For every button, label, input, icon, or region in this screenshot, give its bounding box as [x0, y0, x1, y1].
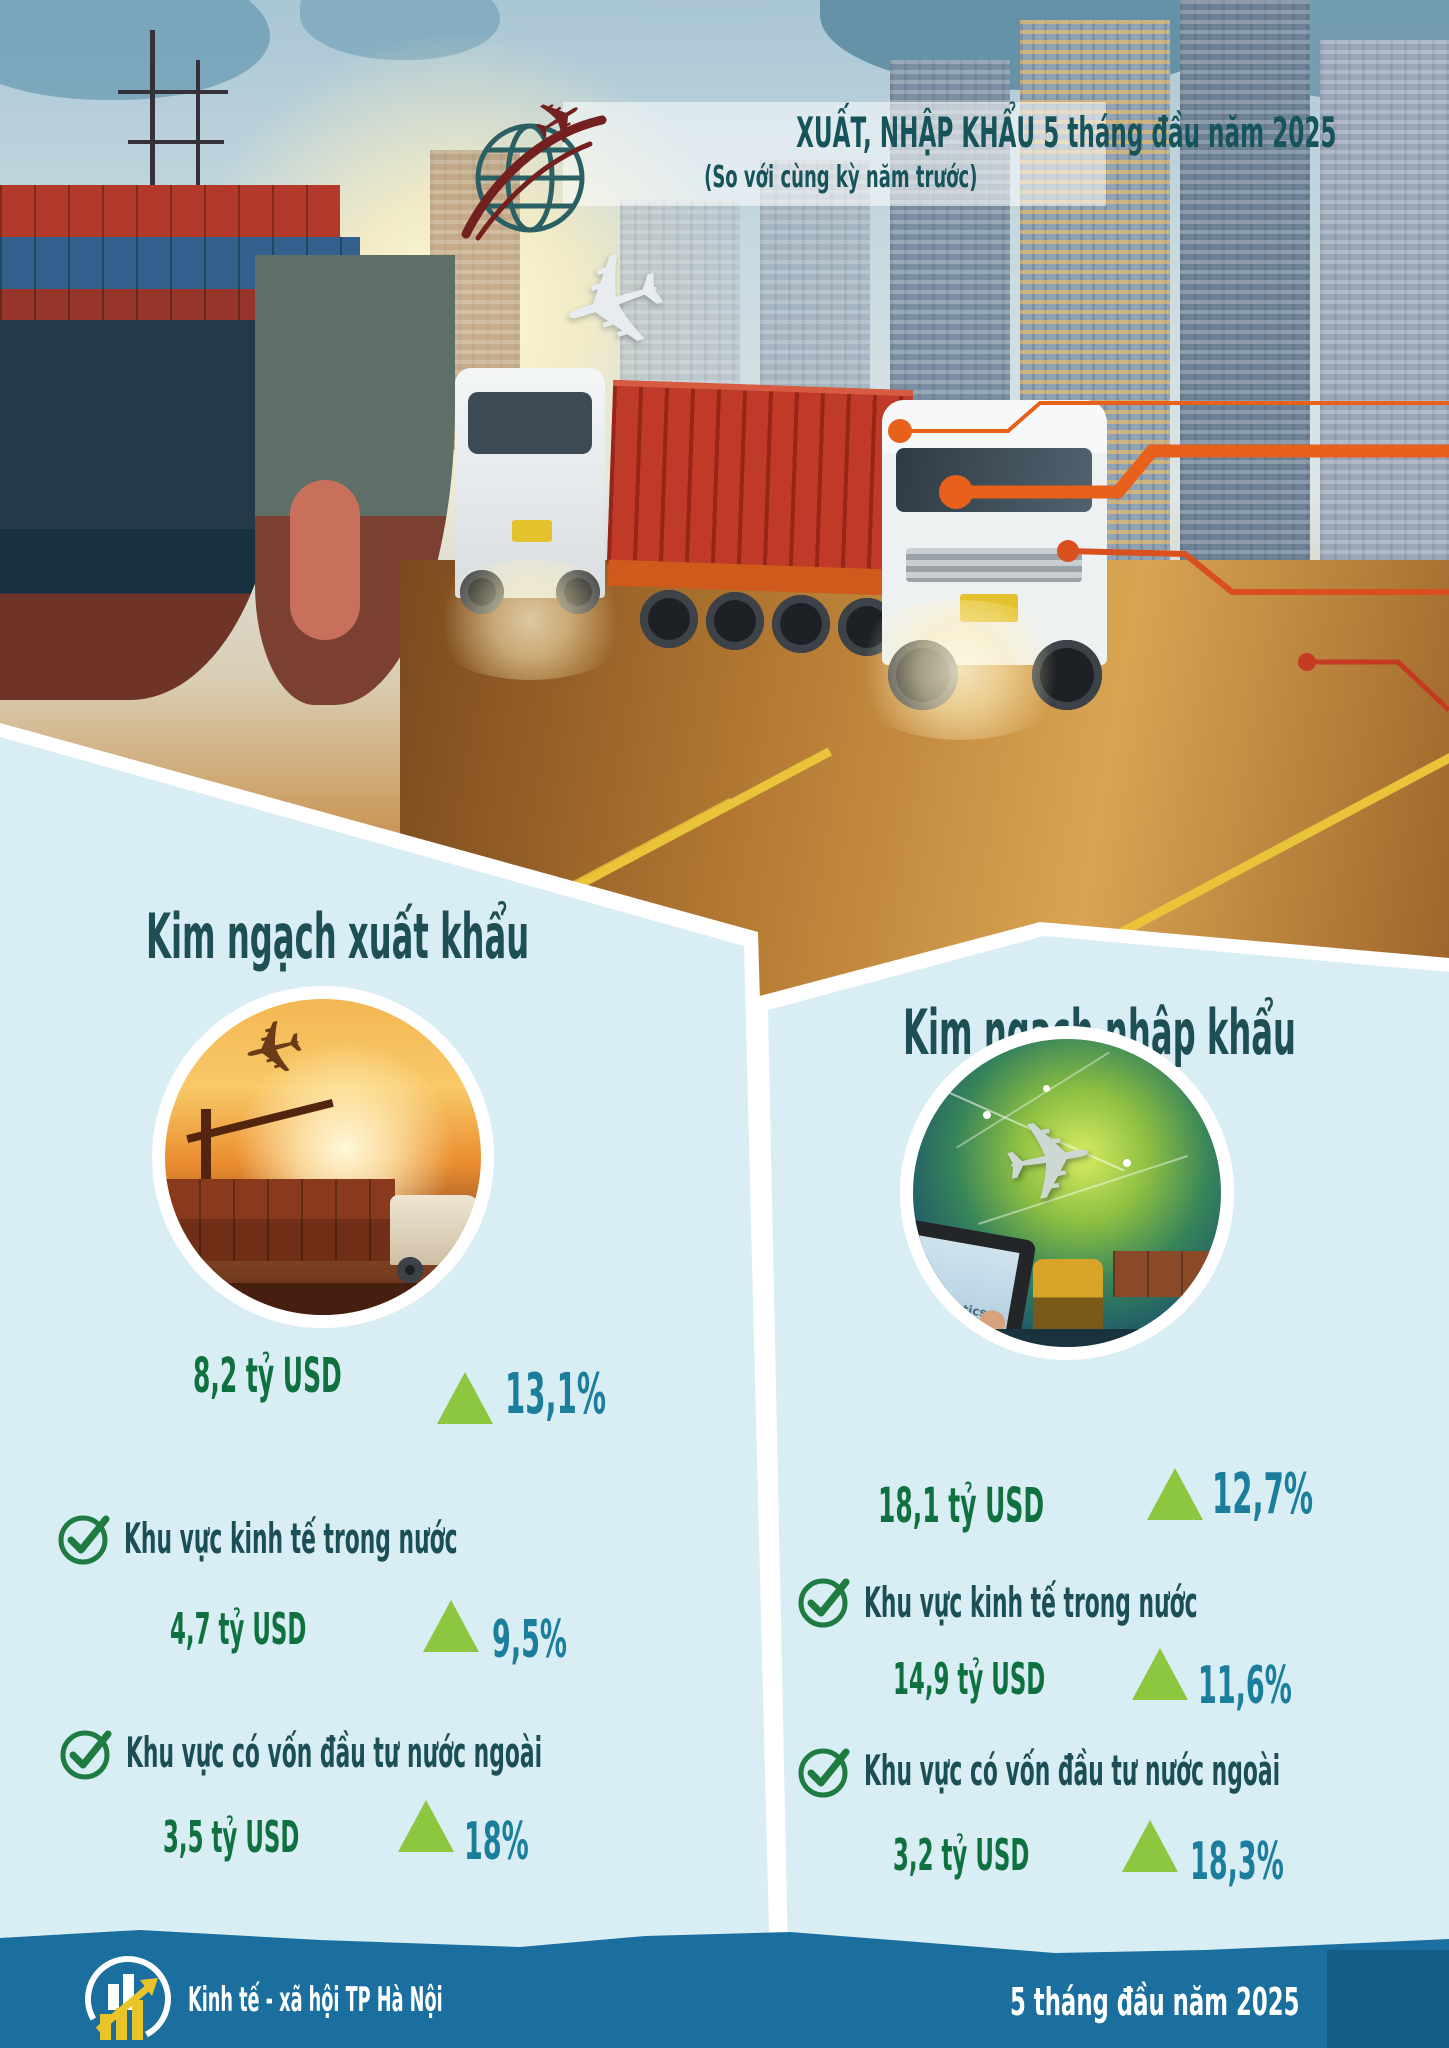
import-breakdown-label: Khu vực có vốn đầu tư nước ngoài	[864, 1746, 1281, 1795]
crane-tower	[201, 1109, 211, 1239]
footer-period: 5 tháng đầu năm 2025	[1010, 1980, 1300, 2024]
headlight-glow	[420, 560, 640, 680]
check-circle-icon	[60, 1730, 112, 1780]
export-breakdown-label: Khu vực có vốn đầu tư nước ngoài	[126, 1728, 543, 1777]
truck-wheel	[397, 1257, 423, 1283]
freight-train	[1033, 1259, 1103, 1329]
import-breakdown-value: 14,9 tỷ USD	[893, 1654, 1046, 1705]
truck-large-grille	[906, 548, 1082, 582]
callout-line	[956, 444, 1449, 499]
container-row	[1113, 1251, 1221, 1297]
ship-mast	[196, 60, 200, 300]
up-triangle-icon	[1147, 1468, 1203, 1520]
import-photo: ✈ Logistics	[900, 1026, 1234, 1360]
airplane-icon: ✈	[233, 1000, 315, 1100]
up-triangle-icon	[1122, 1820, 1178, 1872]
network-node	[1043, 1085, 1050, 1092]
ship-mast-crossbar	[128, 140, 224, 144]
ship-fender	[290, 480, 360, 640]
page-title: XUẤT, NHẬP KHẨU 5 tháng đầu năm 2025	[796, 108, 1337, 157]
container-row	[0, 185, 340, 237]
check-circle-icon	[798, 1748, 850, 1798]
up-triangle-icon	[1132, 1648, 1188, 1700]
callout-line	[1307, 659, 1449, 712]
airplane-icon: ✈	[992, 1089, 1106, 1233]
bar-chart-arrow-icon	[85, 1956, 171, 2042]
ship-mast-crossbar	[118, 90, 228, 94]
truck-small-plate	[512, 520, 552, 542]
up-triangle-icon	[437, 1372, 493, 1424]
export-breakdown-change: 9,5%	[492, 1610, 567, 1670]
import-total-change: 12,7%	[1212, 1462, 1314, 1527]
globe-plane-icon: ✈	[461, 86, 607, 241]
export-total-change: 13,1%	[505, 1362, 607, 1427]
page-subtitle: (So với cùng kỳ năm trước)	[703, 160, 978, 195]
callout-line	[1067, 548, 1449, 595]
container-row	[165, 1179, 395, 1219]
title-box	[563, 102, 1106, 206]
up-triangle-icon	[398, 1800, 454, 1852]
truck-large-windshield	[896, 448, 1092, 512]
import-breakdown-change: 18,3%	[1190, 1832, 1284, 1892]
callout-line	[900, 401, 1449, 433]
ground-shadow	[165, 1283, 481, 1315]
footer-brand: Kinh tế - xã hội TP Hà Nội	[188, 1980, 443, 2020]
export-breakdown-value: 3,5 tỷ USD	[163, 1812, 300, 1863]
trailer-wheel	[706, 592, 764, 650]
ship-mast	[150, 30, 155, 300]
ground-shadow	[913, 1329, 1221, 1347]
check-circle-icon	[58, 1515, 110, 1565]
trailer-wheel	[772, 595, 830, 653]
trailer-wheel	[640, 590, 698, 648]
export-total-value: 8,2 tỷ USD	[193, 1348, 342, 1404]
callout-lines	[888, 401, 1449, 712]
export-breakdown-value: 4,7 tỷ USD	[170, 1604, 307, 1655]
export-breakdown-label: Khu vực kinh tế trong nước	[124, 1514, 458, 1563]
import-breakdown-value: 3,2 tỷ USD	[893, 1830, 1030, 1881]
up-triangle-icon	[423, 1600, 479, 1652]
import-total-value: 18,1 tỷ USD	[878, 1478, 1045, 1534]
truck-wheel	[449, 1257, 475, 1283]
footer-dark-block	[1327, 1950, 1449, 2048]
truck-small-windshield	[468, 392, 592, 454]
network-node	[1123, 1159, 1131, 1167]
check-circle-icon	[798, 1578, 850, 1628]
headlight-glow	[840, 600, 1080, 740]
export-breakdown-change: 18%	[464, 1812, 529, 1872]
export-heading: Kim ngạch xuất khẩu	[146, 900, 530, 973]
network-node	[983, 1111, 991, 1119]
container-row	[165, 1219, 415, 1261]
import-breakdown-label: Khu vực kinh tế trong nước	[864, 1578, 1198, 1627]
import-breakdown-change: 11,6%	[1198, 1656, 1292, 1716]
truck-silhouette	[390, 1195, 480, 1265]
export-photo: ✈	[152, 986, 494, 1328]
